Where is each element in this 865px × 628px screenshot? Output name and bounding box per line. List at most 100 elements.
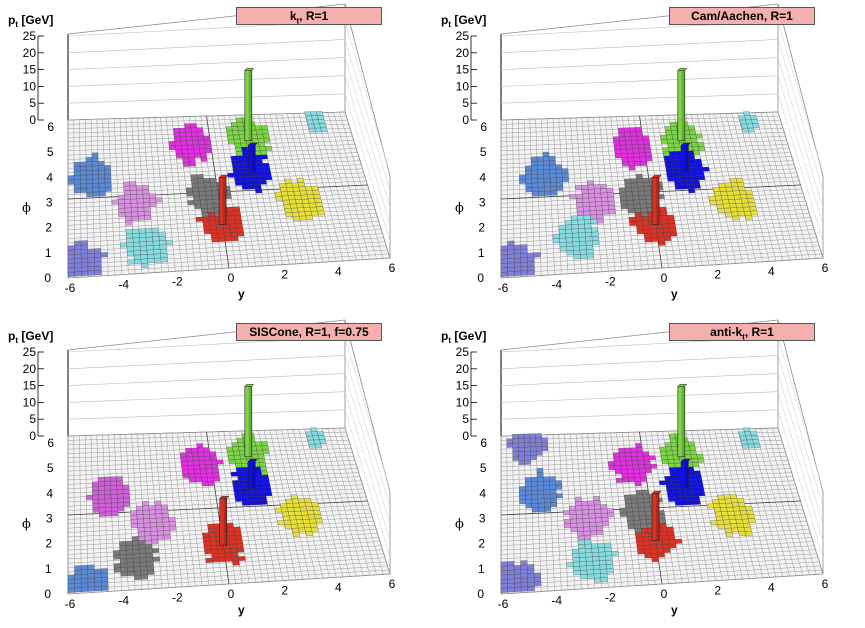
pt-gridline-side: [777, 75, 824, 225]
jet-cell: [572, 237, 580, 243]
jet-cell: [561, 172, 569, 178]
jet-cell: [73, 166, 81, 172]
jet-area: [304, 111, 328, 133]
jet-cell: [638, 195, 646, 200]
jet-cell: [149, 197, 157, 203]
jet-cell: [512, 434, 519, 439]
jet-cell: [638, 506, 646, 512]
jet-cell: [142, 193, 150, 199]
jet-cell: [739, 510, 748, 516]
jet-cell: [550, 186, 558, 192]
jet-cell: [520, 244, 528, 250]
jet-cell: [254, 154, 262, 160]
jet-cell: [668, 151, 677, 157]
jet-cell: [288, 511, 296, 517]
jet-cell: [576, 522, 584, 528]
jet-cell: [625, 503, 633, 508]
jet-cell: [231, 236, 239, 242]
jet-cell: [198, 144, 206, 150]
pt-gridline-side: [344, 39, 391, 191]
pt-gridline-side: [777, 337, 824, 491]
jet-cell: [673, 142, 681, 148]
jet-cell: [587, 504, 595, 510]
jet-cell: [580, 574, 588, 580]
pt-gridline-side: [344, 75, 391, 225]
jet-cell: [637, 455, 645, 461]
jet-cell: [236, 547, 245, 553]
jet-cell: [258, 175, 267, 181]
pt-tick-label: 20: [456, 362, 470, 376]
jet-cell: [665, 168, 673, 174]
jet-cell: [110, 489, 118, 495]
jet-cell: [317, 210, 326, 216]
jet-cell: [227, 526, 235, 532]
jet-cell: [687, 500, 695, 506]
jet-cell: [193, 464, 201, 470]
jet-cell: [137, 527, 145, 533]
jet-cell: [559, 242, 567, 248]
jet-cell: [507, 249, 515, 255]
jet-cell: [236, 227, 244, 233]
jet-cell: [690, 483, 698, 489]
jet-cell: [536, 156, 544, 162]
jet-cell: [666, 488, 674, 494]
jet-cell: [628, 477, 635, 483]
jet-cell: [500, 262, 508, 269]
jet-cell: [723, 523, 732, 529]
jet-cell: [659, 446, 667, 452]
jet-cell: [594, 504, 601, 510]
title-suffix: , R=1: [744, 325, 774, 339]
jet-cell: [512, 442, 519, 448]
jet-cell: [638, 190, 646, 196]
jet-cell: [139, 561, 148, 567]
jet-cell: [632, 468, 640, 474]
jet-cell: [538, 191, 545, 197]
jet-cell: [500, 583, 508, 589]
jet-cell: [111, 199, 119, 205]
jet-cell: [298, 527, 306, 533]
jet-cell: [543, 485, 551, 491]
jet-cell: [104, 169, 111, 175]
jet-cell: [120, 562, 128, 568]
jet-cell: [507, 587, 515, 593]
jet-cell: [537, 476, 544, 482]
jet-cell: [201, 481, 209, 487]
jet-cell: [199, 195, 207, 201]
jet-cell: [507, 253, 515, 259]
tower-top: [677, 383, 688, 387]
jet-cell: [186, 140, 194, 146]
jet-cell: [630, 182, 638, 188]
phi-tick-label: 5: [480, 145, 487, 159]
jet-cell: [584, 223, 592, 229]
jet-cell: [642, 135, 650, 141]
jet-cell: [669, 155, 677, 161]
jet-cell: [712, 503, 721, 509]
jet-cell: [718, 182, 726, 188]
jet-cell: [641, 532, 649, 538]
jet-cell: [643, 502, 651, 508]
jet-cell: [260, 500, 268, 505]
jet-cell: [550, 190, 558, 196]
jet-area: [67, 152, 112, 197]
jet-cell: [265, 175, 273, 181]
phi-tick-label: 0: [477, 271, 484, 285]
jet-cell: [520, 253, 528, 259]
jet-cell: [555, 172, 563, 178]
jet-cell: [520, 270, 528, 276]
jet-cell: [202, 216, 210, 222]
jet-cell: [317, 431, 325, 436]
towers: [219, 383, 258, 546]
jet-cell: [228, 459, 236, 464]
jet-cell: [592, 564, 601, 570]
jet-cell: [302, 518, 311, 524]
jet-cell: [73, 175, 81, 180]
jet-cell: [92, 485, 99, 491]
panel-kt: pt [GeV] 0 5 10 15 20 25 0 1 2 3 4 5 6 ϕ -6 -4 -2 0 2 4 6 y kt,…: [0, 0, 430, 312]
jet-cell: [236, 155, 244, 161]
jet-cell: [127, 571, 135, 577]
jet-cell: [746, 510, 754, 515]
jet-cell: [198, 191, 206, 196]
jet-cell: [604, 546, 612, 552]
jet-cell: [255, 125, 263, 131]
jet-cell: [257, 453, 265, 459]
